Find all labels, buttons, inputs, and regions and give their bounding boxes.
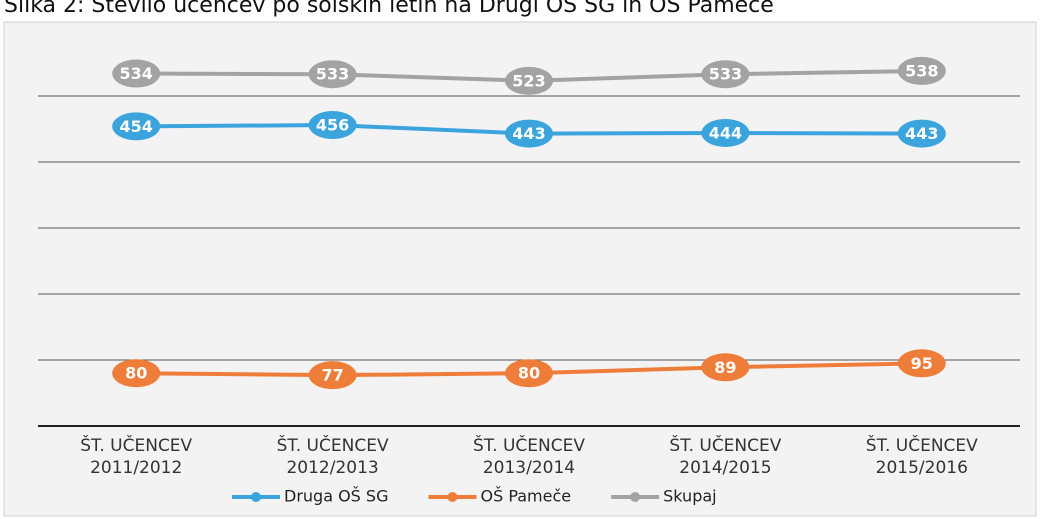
data-label: 534	[119, 64, 152, 83]
chart-title: Slika 2: Število učencev po šolskih leti…	[4, 0, 774, 18]
data-point	[897, 119, 946, 148]
data-point	[112, 112, 161, 141]
data-label: 456	[316, 116, 349, 135]
data-label: 523	[512, 71, 545, 90]
x-tick-label: ŠT. UČENCEV	[866, 434, 978, 456]
data-point	[112, 59, 161, 88]
data-label: 80	[125, 364, 147, 383]
data-point	[701, 60, 750, 89]
legend-label: Skupaj	[663, 487, 716, 506]
x-tick-label: ŠT. UČENCEV	[80, 434, 192, 456]
data-label: 454	[119, 117, 152, 136]
x-tick-label: 2013/2014	[483, 458, 575, 478]
legend-label: Druga OŠ SG	[284, 487, 388, 506]
data-label: 443	[905, 124, 938, 143]
data-label: 443	[512, 124, 545, 143]
x-tick-label: ŠT. UČENCEV	[277, 434, 389, 456]
legend-label: OŠ Pameče	[480, 487, 571, 506]
data-label: 95	[911, 354, 933, 373]
data-point	[701, 353, 750, 382]
data-label: 77	[321, 366, 343, 385]
legend-marker	[447, 492, 458, 502]
data-label: 89	[714, 358, 736, 377]
x-tick-label: 2011/2012	[90, 458, 182, 478]
legend-marker	[630, 492, 641, 502]
data-point	[505, 66, 553, 95]
data-label: 538	[905, 61, 938, 80]
x-tick-label: ŠT. UČENCEV	[473, 434, 585, 456]
x-tick-label: ŠT. UČENCEV	[669, 434, 781, 456]
data-point	[701, 118, 750, 147]
data-point	[308, 361, 357, 390]
data-point	[505, 119, 553, 148]
data-label: 533	[709, 65, 742, 84]
x-tick-label: 2012/2013	[286, 458, 378, 478]
chart-background	[3, 21, 1037, 517]
x-tick-label: 2014/2015	[679, 458, 771, 478]
data-point	[897, 56, 946, 85]
data-point	[112, 359, 161, 388]
data-label: 444	[709, 123, 742, 142]
legend-marker	[251, 492, 261, 502]
x-tick-label: 2015/2016	[876, 458, 968, 478]
data-label: 80	[518, 364, 540, 383]
data-point	[505, 359, 553, 388]
data-point	[897, 349, 946, 378]
data-point	[308, 111, 357, 140]
data-point	[308, 60, 357, 89]
data-label: 533	[316, 65, 349, 84]
